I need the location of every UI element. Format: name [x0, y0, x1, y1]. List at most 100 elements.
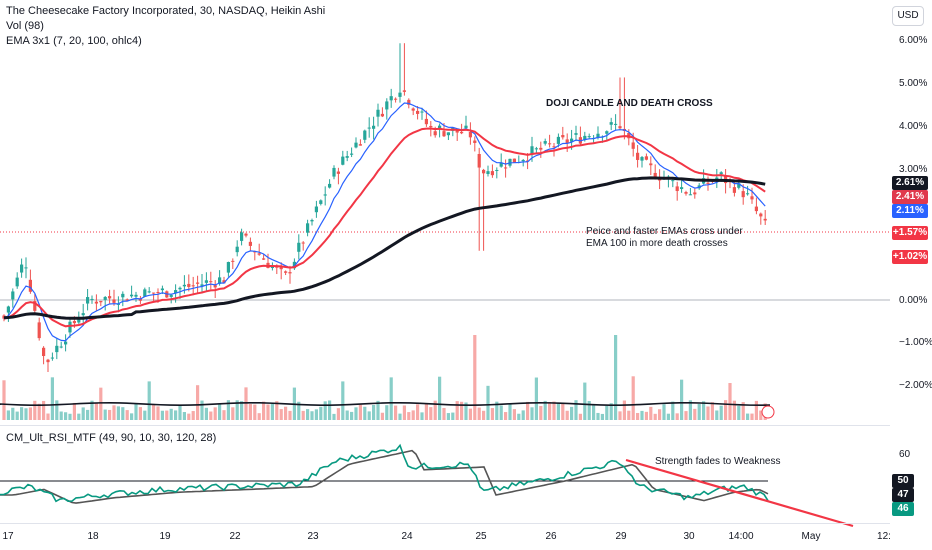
candle-body: [363, 130, 367, 140]
candle-body: [464, 125, 468, 129]
candle-body: [539, 147, 543, 150]
volume-bar: [90, 400, 94, 420]
volume-bar: [288, 410, 292, 420]
volume-bar: [680, 379, 684, 420]
volume-bar: [138, 407, 142, 420]
volume-bar: [314, 409, 318, 420]
candle-body: [86, 297, 90, 304]
volume-bar: [68, 413, 72, 420]
volume-bar: [262, 401, 266, 420]
candle-body: [482, 169, 486, 174]
volume-bar: [367, 411, 371, 420]
cross-annotation-line2[interactable]: EMA 100 in more death crosses: [586, 238, 728, 249]
volume-bar: [182, 412, 186, 420]
candle-body: [169, 294, 173, 297]
volume-bar: [284, 406, 288, 420]
volume-bar: [178, 405, 182, 420]
candle-body: [420, 111, 424, 113]
doji-annotation[interactable]: DOJI CANDLE AND DEATH CROSS: [546, 98, 713, 109]
volume-bar: [257, 413, 261, 420]
candle-body: [209, 281, 213, 283]
candle-body: [240, 232, 244, 241]
symbol-legend[interactable]: The Cheesecake Factory Incorporated, 30,…: [6, 5, 326, 17]
volume-bar: [455, 401, 459, 420]
volume-bar: [59, 411, 63, 420]
volume-bar: [297, 401, 301, 420]
volume-bar: [279, 409, 283, 420]
price-tick: −1.00%: [899, 337, 932, 348]
volume-bar: [464, 402, 468, 420]
price-tick: 0.00%: [899, 295, 928, 306]
ema20-line: [3, 127, 766, 328]
candle-body: [556, 136, 560, 144]
volume-bar: [609, 403, 613, 420]
candle-body: [715, 177, 719, 180]
rsi-legend[interactable]: CM_Ult_RSI_MTF (49, 90, 10, 30, 120, 28): [6, 432, 217, 444]
candle-body: [191, 285, 195, 287]
volume-bar: [345, 410, 349, 420]
volume-bar: [64, 412, 68, 420]
volume-bar: [570, 406, 574, 420]
volume-bar: [77, 413, 81, 420]
volume-bar: [266, 404, 270, 420]
volume-bar: [486, 385, 490, 420]
volume-bar: [517, 413, 521, 420]
volume-bar: [86, 409, 90, 420]
volume-bar: [561, 403, 565, 420]
volume-bar: [191, 411, 195, 420]
volume-bar: [160, 410, 164, 420]
volume-bar: [231, 407, 235, 420]
volume-bar: [446, 413, 450, 420]
candle-body: [653, 172, 657, 179]
candle-body: [288, 272, 292, 274]
volume-bar: [688, 400, 692, 420]
cross-annotation-line1[interactable]: Peice and faster EMAs cross under: [586, 226, 743, 237]
candle-body: [20, 264, 24, 273]
volume-bar: [103, 409, 107, 420]
candle-body: [719, 172, 723, 175]
candle-body: [587, 136, 591, 138]
candle-body: [605, 131, 609, 134]
volume-bar: [715, 410, 719, 420]
volume-bar: [605, 405, 609, 420]
volume-bar: [438, 376, 442, 420]
volume-bar: [578, 413, 582, 420]
volume-bar: [671, 401, 675, 420]
volume-legend[interactable]: Vol (98): [6, 20, 44, 32]
candle-body: [424, 118, 428, 125]
volume-bar: [389, 377, 393, 420]
volume-bar: [235, 400, 239, 420]
volume-bar: [675, 413, 679, 420]
candle-body: [389, 96, 393, 101]
candle-body: [495, 169, 499, 171]
rsi-value-tag: 46: [892, 502, 914, 516]
candle-body: [24, 267, 28, 269]
volume-bar: [108, 409, 112, 420]
candle-body: [746, 193, 750, 195]
volume-bar: [666, 413, 670, 420]
volume-bar: [218, 403, 222, 420]
volume-bar: [407, 412, 411, 420]
candle-body: [548, 143, 552, 145]
candle-body: [270, 266, 274, 268]
volume-bar: [433, 400, 437, 420]
candle-body: [468, 131, 472, 138]
candle-body: [218, 277, 222, 284]
ema-legend[interactable]: EMA 3x1 (7, 20, 100, ohlc4): [6, 35, 142, 47]
candle-body: [279, 266, 283, 270]
volume-bar: [724, 400, 728, 420]
volume-bar: [15, 411, 19, 420]
volume-bar: [332, 413, 336, 420]
pane-separator[interactable]: [0, 425, 890, 426]
candle-body: [394, 98, 398, 100]
volume-bar: [147, 381, 151, 420]
strength-annotation[interactable]: Strength fades to Weakness: [655, 456, 781, 467]
candle-body: [336, 171, 340, 174]
volume-bar: [130, 413, 134, 420]
currency-button[interactable]: USD: [892, 6, 924, 26]
volume-bar: [618, 411, 622, 420]
candle-body: [90, 298, 94, 301]
volume-bar: [750, 413, 754, 420]
time-tick: 24: [401, 531, 413, 542]
